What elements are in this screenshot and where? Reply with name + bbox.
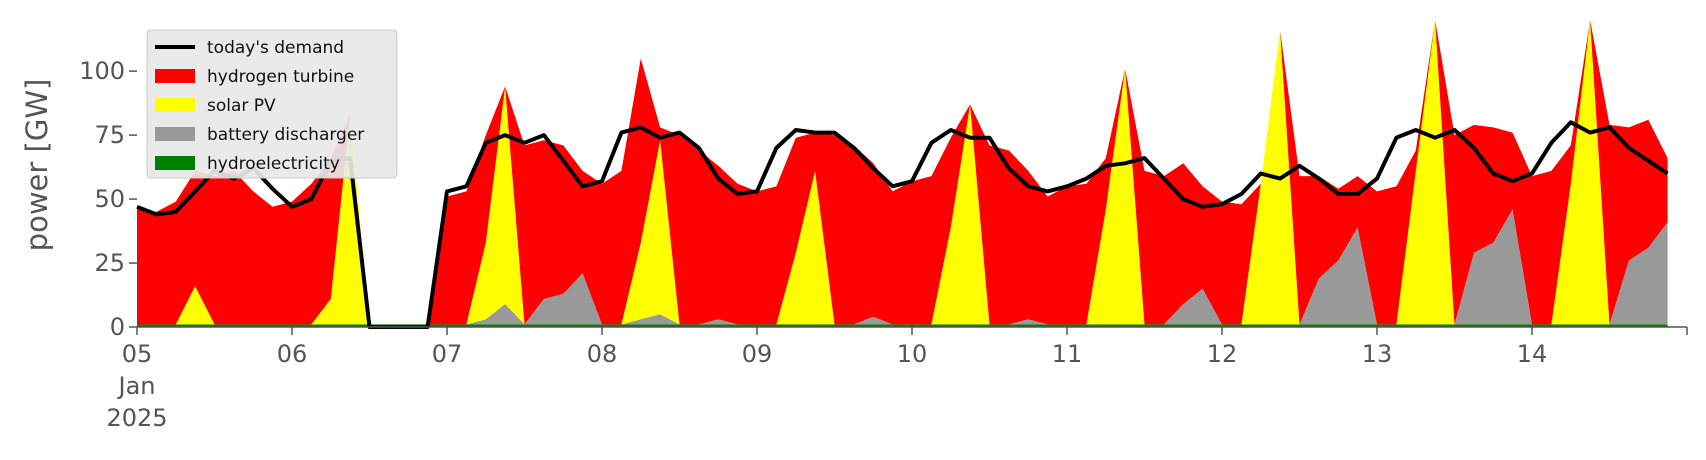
area-battery-discharger [137,209,1668,325]
x-tick-label: 07 [432,340,463,368]
x-tick-label: 11 [1052,340,1083,368]
legend-label: hydrogen turbine [207,67,354,87]
x-tick-label: 14 [1517,340,1548,368]
x-tick-label: 12 [1207,340,1238,368]
chart-legend: today's demand hydrogen turbine solar PV ba… [146,29,398,179]
x-tick-sublabel: 2025 [106,404,167,432]
legend-label: solar PV [207,96,276,116]
y-tick-label: 100 [79,57,125,85]
x-tick-label: 06 [277,340,308,368]
x-tick-label: 09 [742,340,773,368]
y-tick-label: 75 [94,121,125,149]
legend-label: hydroelectricity [207,154,340,174]
area-solar-pv [137,20,1668,325]
legend-swatch [155,127,195,141]
area-hydrogen-turbine [137,20,1668,325]
legend-box [146,29,398,179]
x-tick-label: 13 [1362,340,1393,368]
y-tick-label: 0 [110,313,125,341]
y-axis-label: power [GW] [20,79,54,252]
x-tick-label: 10 [897,340,928,368]
legend-label: battery discharger [207,125,364,145]
x-tick-sublabel: Jan [117,372,156,400]
x-tick-label: 05 [122,340,153,368]
legend-swatch [155,69,195,83]
legend-swatch [155,156,195,170]
legend-label: today's demand [207,38,344,58]
legend-swatch [155,98,195,112]
y-tick-label: 50 [94,185,125,213]
y-tick-label: 25 [94,249,125,277]
x-tick-label: 08 [587,340,618,368]
chart-axes: 0 25 50 75 100 05 Jan 2025 06 07 08 09 10 11 12 13 14 [79,57,1688,432]
